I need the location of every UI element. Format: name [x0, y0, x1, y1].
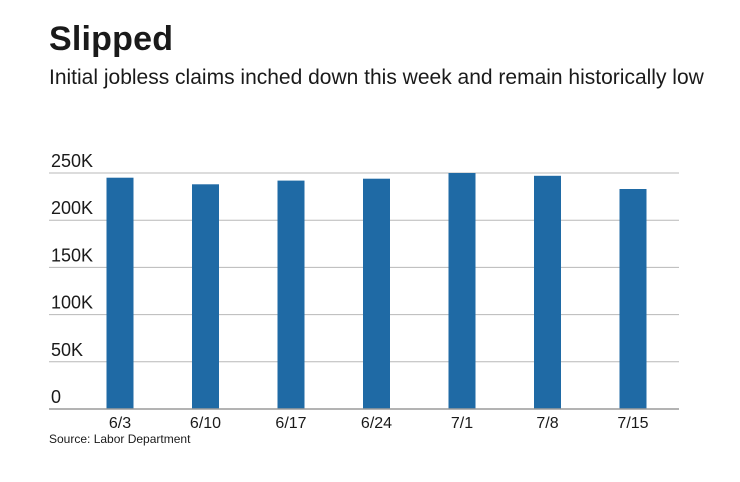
source-note: Source: Labor Department [49, 432, 191, 446]
y-tick-label: 100K [51, 293, 93, 313]
bar-7-8 [534, 175, 561, 409]
x-tick-label: 7/15 [617, 415, 648, 432]
y-tick-label: 150K [51, 245, 93, 265]
x-tick-label: 7/8 [536, 415, 558, 432]
chart-subtitle: Initial jobless claims inched down this … [49, 66, 704, 89]
x-axis-tick-labels: 6/3 6/10 6/17 6/24 7/1 7/8 7/15 [109, 415, 649, 432]
y-tick-label: 50K [51, 340, 83, 360]
y-tick-label: 0 [51, 387, 61, 407]
x-tick-label: 7/1 [451, 415, 473, 432]
chart-title: Slipped [49, 20, 174, 58]
bar-6-17 [277, 180, 305, 409]
bar-6-10 [192, 184, 219, 409]
x-tick-label: 6/10 [190, 415, 221, 432]
y-tick-label: 250K [51, 151, 93, 171]
bar-7-15 [619, 189, 647, 409]
x-tick-label: 6/17 [275, 415, 306, 432]
bars [106, 173, 647, 409]
bar-6-3 [106, 177, 134, 409]
bar-6-24 [363, 178, 390, 409]
y-tick-label: 200K [51, 198, 93, 218]
x-tick-label: 6/3 [109, 415, 131, 432]
y-axis-tick-labels: 0 50K 100K 150K 200K 250K [51, 151, 93, 407]
x-tick-label: 6/24 [361, 415, 392, 432]
bar-7-1 [448, 173, 476, 409]
